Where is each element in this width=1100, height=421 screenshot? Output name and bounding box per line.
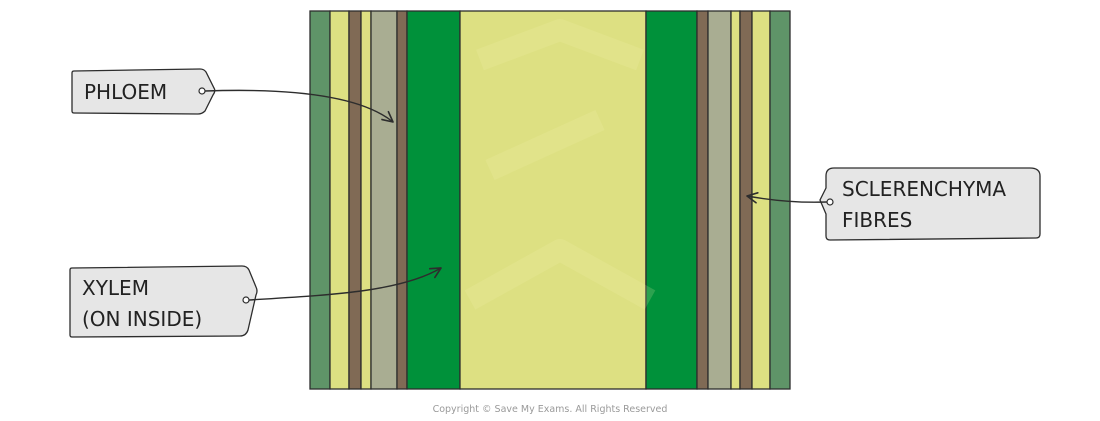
cortex-left-thin (360, 10, 372, 390)
sclerenchyma-tag-outline (819, 167, 1041, 241)
xylem-tag-hole (242, 296, 250, 304)
xylem-pointer-arrow (248, 267, 442, 301)
copyright-notice: Copyright © Save My Exams. All Rights Re… (433, 404, 668, 415)
xylem-right (645, 10, 698, 390)
sclerenchyma-right-outer (739, 10, 753, 390)
watermark-logo (464, 19, 656, 310)
pith (459, 10, 647, 390)
cortex-right (751, 10, 771, 390)
sclerenchyma-right-inner (696, 10, 709, 390)
xylem-left (406, 10, 461, 390)
sclerenchyma-pointer-arrow (746, 191, 828, 204)
phloem-right (707, 10, 732, 390)
xylem-tag-outline (69, 265, 258, 338)
sclerenchyma-left-inner (396, 10, 408, 390)
sclerenchyma-left-outer (348, 10, 362, 390)
phloem-label-text: PHLOEM (84, 80, 167, 104)
cortex-left (329, 10, 350, 390)
sclerenchyma-tag-hole (826, 198, 834, 206)
phloem-label: PHLOEM (71, 68, 216, 115)
phloem-tag-outline (71, 68, 216, 115)
phloem-tag-hole (198, 87, 206, 95)
sclerenchyma-label-text-line2: FIBRES (842, 208, 912, 232)
phloem-pointer-arrow (204, 89, 394, 123)
sclerenchyma-fibres-label: SCLERENCHYMA FIBRES (819, 167, 1041, 241)
stem-section (309, 10, 791, 390)
sclerenchyma-label-text-line1: SCLERENCHYMA (842, 177, 1006, 201)
cortex-right-thin (730, 10, 741, 390)
xylem-label-text-line1: XYLEM (82, 276, 149, 300)
xylem-label-text-line2: (ON INSIDE) (82, 307, 202, 331)
phloem-left (370, 10, 398, 390)
epidermis-left (309, 10, 331, 390)
xylem-label: XYLEM (ON INSIDE) (69, 265, 258, 338)
